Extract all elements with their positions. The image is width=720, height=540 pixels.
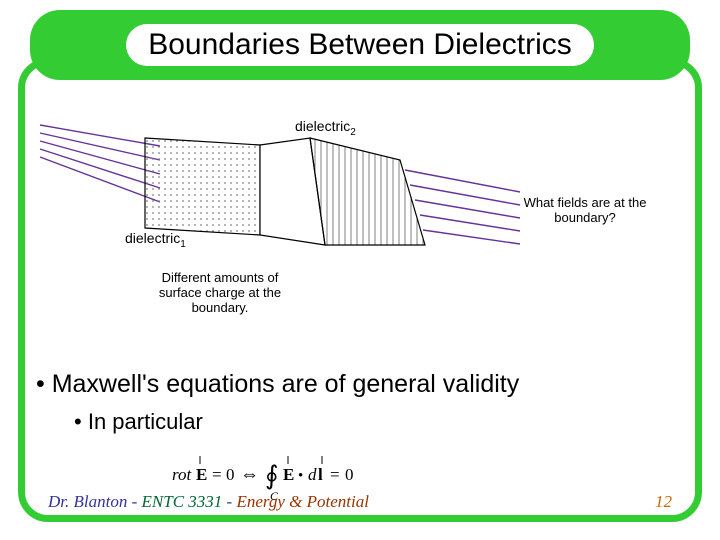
label-d2-sub: 2 — [350, 127, 356, 138]
eq-E1: E — [196, 465, 207, 484]
eq-iff: ⇔ — [240, 464, 259, 485]
dielectric-block-2 — [310, 138, 425, 245]
eq-zero1: 0 — [226, 465, 235, 484]
label-d2-text: dielectric — [295, 118, 350, 134]
footer-topic: Energy & Potential — [236, 492, 369, 511]
label-caption: Different amounts of surface charge at t… — [145, 270, 295, 315]
eq-eq1: = — [212, 465, 222, 484]
label-dielectric-2: dielectric2 — [295, 118, 356, 138]
eq-oint: ∮ — [265, 461, 279, 490]
slide-title: Boundaries Between Dielectrics — [126, 24, 594, 66]
field-lines-left — [40, 125, 160, 202]
eq-l: l — [318, 465, 323, 484]
label-d1-sub: 1 — [180, 239, 186, 250]
eq-dot: • — [298, 468, 303, 484]
eq-zero2: 0 — [345, 465, 354, 484]
footer-course: ENTC 3331 — [142, 492, 223, 511]
title-bar: Boundaries Between Dielectrics — [30, 10, 690, 80]
dielectric-block-1 — [145, 138, 260, 235]
bullet-level-1: Maxwell's equations are of general valid… — [36, 370, 684, 399]
slide-footer: Dr. Blanton - ENTC 3331 - Energy & Poten… — [48, 492, 672, 512]
field-lines-right — [405, 170, 520, 244]
footer-author: Dr. Blanton — [48, 492, 127, 511]
footer-page-number: 12 — [655, 492, 672, 512]
label-dielectric-1: dielectric1 — [125, 230, 186, 250]
label-d1-text: dielectric — [125, 230, 180, 246]
dielectric-diagram: dielectric2 dielectric1 What fields are … — [30, 90, 690, 320]
footer-left: Dr. Blanton - ENTC 3331 - Energy & Poten… — [48, 492, 369, 512]
eq-rot: rot — [172, 465, 192, 484]
bullet-level-2: In particular — [74, 409, 684, 435]
eq-d: d — [308, 465, 317, 484]
eq-E2: E — [283, 465, 294, 484]
label-question: What fields are at the boundary? — [510, 195, 660, 225]
content-area: dielectric2 dielectric1 What fields are … — [30, 90, 690, 510]
bullet-list: Maxwell's equations are of general valid… — [36, 370, 684, 435]
eq-eq2: = — [330, 465, 340, 484]
